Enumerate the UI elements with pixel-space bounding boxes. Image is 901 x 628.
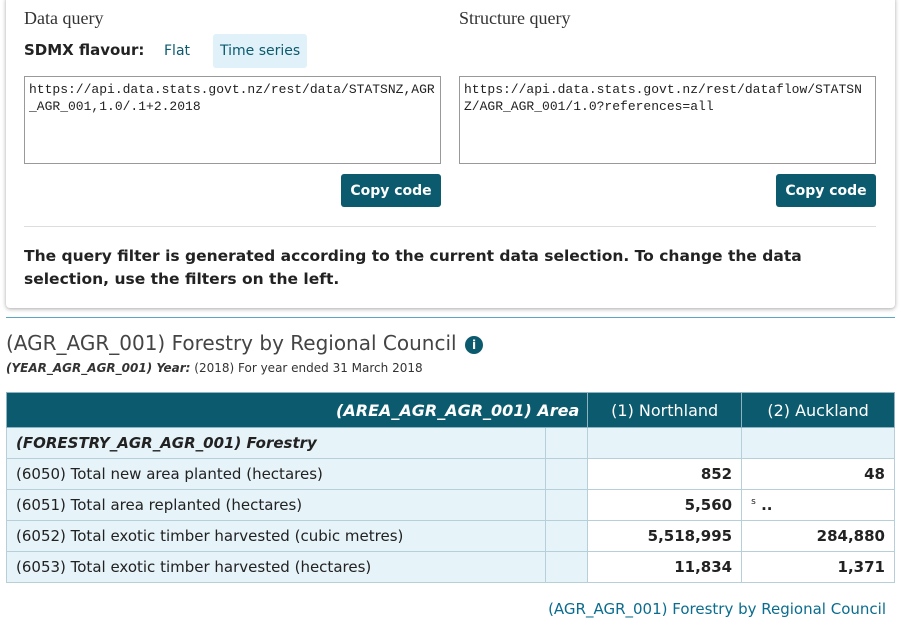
row-label: (6053) Total exotic timber harvested (he… [5,551,547,583]
group-cell: (FORESTRY_AGR_AGR_001) Forestry [5,427,547,459]
empty-cell [545,427,589,459]
data-table: (AREA_AGR_AGR_001) Area (1) Northland (2) … [5,392,895,583]
heading: Structure query [459,8,571,28]
empty-cell [545,551,589,583]
copy-button[interactable]: Copy code [341,174,441,207]
flag: s [751,497,756,507]
heading: Data query [24,8,104,28]
dimension-value: (2018) For year ended 31 March 2018 [194,361,423,375]
cell-value: .. [761,496,773,514]
cell-value: 11,834 [587,551,743,583]
empty-cell [545,489,589,521]
dimension: (YEAR_AGR_AGR_001) Year: [6,361,191,375]
empty-cell [741,427,895,459]
row-label: (6050) Total new area planted (hectares) [5,458,547,490]
group-row: (FORESTRY_AGR_AGR_001) Forestry [5,427,895,459]
info-icon[interactable]: i [465,336,483,354]
header-row: (AREA_AGR_AGR_001) Area (1) Northland (2) … [5,392,895,428]
data-row: (6053) Total exotic timber harvested (he… [5,551,895,583]
note: The query filter is generated according … [24,247,802,288]
table-title: (AGR_AGR_001) Forestry by Regional Counc… [6,331,457,355]
empty-cell [545,520,589,552]
cell-value: 284,880 [741,520,895,552]
cell-value: 5,560 [587,489,743,521]
cell-value: 48 [741,458,895,490]
url-box[interactable]: https://api.data.stats.govt.nz/rest/data… [24,76,441,164]
url-box[interactable]: https://api.data.stats.govt.nz/rest/data… [459,76,876,164]
footer-link[interactable]: (AGR_AGR_001) Forestry by Regional Counc… [548,600,886,618]
empty-cell [545,458,589,490]
header-cell: (2) Auckland [741,392,895,428]
row-label: (6052) Total exotic timber harvested (cu… [5,520,547,552]
label: SDMX flavour: [24,41,145,59]
option[interactable]: Time series [213,34,308,68]
data-row: (6051) Total area replanted (hectares) 5,… [5,489,895,521]
cell-value: 1,371 [741,551,895,583]
copy-button[interactable]: Copy code [776,174,876,207]
cell-value: 852 [587,458,743,490]
empty-cell [587,427,743,459]
row-label: (6051) Total area replanted (hectares) [5,489,547,521]
data-row: (6050) Total new area planted (hectares)… [5,458,895,490]
option[interactable]: Flat [164,43,191,59]
data-row: (6052) Total exotic timber harvested (cu… [5,520,895,552]
header-cell: (1) Northland [587,392,743,428]
flag-cell: s .. [741,489,895,521]
cell-value: 5,518,995 [587,520,743,552]
subtitle: (YEAR_AGR_AGR_001) Year: (2018) For year… [6,361,423,375]
header-cell: (AREA_AGR_AGR_001) Area [5,392,589,428]
